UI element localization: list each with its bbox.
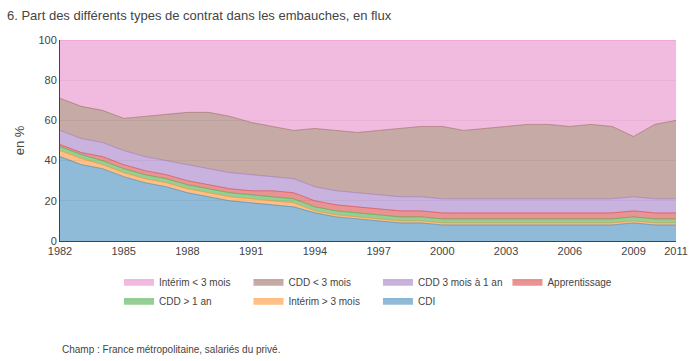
svg-text:2000: 2000 [430, 245, 454, 257]
svg-text:40: 40 [45, 154, 57, 166]
svg-text:20: 20 [45, 195, 57, 207]
svg-text:2011: 2011 [664, 245, 688, 257]
svg-text:1997: 1997 [366, 245, 390, 257]
svg-text:1982: 1982 [48, 245, 72, 257]
svg-text:0: 0 [51, 235, 57, 247]
svg-text:2006: 2006 [558, 245, 582, 257]
svg-text:CDD > 1 an: CDD > 1 an [159, 296, 212, 307]
svg-text:2003: 2003 [494, 245, 518, 257]
svg-text:6. Part des différents types d: 6. Part des différents types de contrat … [7, 8, 392, 23]
svg-text:60: 60 [45, 114, 57, 126]
svg-text:CDI: CDI [418, 296, 435, 307]
svg-text:CDD < 3 mois: CDD < 3 mois [288, 277, 351, 288]
svg-text:Intérim < 3 mois: Intérim < 3 mois [159, 277, 230, 288]
svg-text:Intérim > 3 mois: Intérim > 3 mois [288, 296, 359, 307]
svg-text:80: 80 [45, 74, 57, 86]
svg-text:Apprentissage: Apprentissage [547, 277, 611, 288]
svg-text:1991: 1991 [239, 245, 263, 257]
svg-text:100: 100 [38, 34, 56, 46]
svg-text:1994: 1994 [303, 245, 327, 257]
svg-text:en %: en % [12, 125, 27, 155]
svg-text:Champ : France métropolitaine,: Champ : France métropolitaine, salariés … [62, 344, 280, 355]
svg-text:1985: 1985 [111, 245, 135, 257]
svg-text:2009: 2009 [621, 245, 645, 257]
svg-text:CDD 3 mois à 1 an: CDD 3 mois à 1 an [418, 277, 502, 288]
svg-text:1988: 1988 [175, 245, 199, 257]
